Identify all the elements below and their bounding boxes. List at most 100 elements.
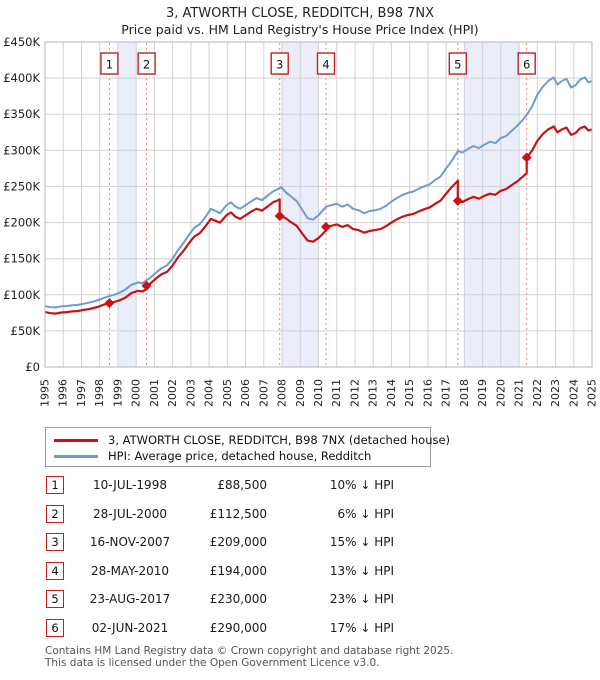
x-tick-label: 2005 <box>221 379 234 407</box>
sale-number-badge <box>316 52 336 75</box>
x-tick-label: 2007 <box>257 379 270 407</box>
ownership-band <box>464 42 520 367</box>
sale-number: 1 <box>106 58 113 72</box>
sale-number-badge: 6 <box>46 618 64 637</box>
x-tick-label: 1998 <box>93 379 106 407</box>
sale-number-badge <box>448 52 467 75</box>
sale-table-row: 6 02-JUN-2021 £290,000 17% ↓ HPI <box>0 618 600 637</box>
x-tick-label: 1997 <box>75 379 88 407</box>
sale-marker <box>521 152 532 163</box>
sale-number: 6 <box>523 58 530 72</box>
footer-line-2: This data is licensed under the Open Gov… <box>45 656 380 669</box>
sale-table-row: 3 16-NOV-2007 £209,000 15% ↓ HPI <box>0 533 600 551</box>
sale-date: 28-JUL-2000 <box>93 506 167 521</box>
sale-number-badge: 2 <box>46 504 64 523</box>
chart-legend: 3, ATWORTH CLOSE, REDDITCH, B98 7NX (det… <box>45 427 450 467</box>
x-tick-label: 2023 <box>549 379 562 407</box>
x-tick-label: 2017 <box>440 379 453 407</box>
sale-marker <box>104 298 115 309</box>
x-tick-label: 2009 <box>294 379 307 407</box>
sale-price: £112,500 <box>209 506 267 521</box>
x-tick-label: 2016 <box>421 379 434 407</box>
chart-header: 3, ATWORTH CLOSE, REDDITCH, B98 7NX Pric… <box>0 5 600 38</box>
sale-date: 23-AUG-2017 <box>89 592 171 606</box>
sale-number-badge: 3 <box>46 533 64 551</box>
x-tick-label: 2001 <box>148 379 161 407</box>
chart-title: 3, ATWORTH CLOSE, REDDITCH, B98 7NX <box>165 6 435 21</box>
sale-number: 5 <box>454 58 461 72</box>
y-tick-label: £150K <box>3 252 40 266</box>
x-tick-label: 2006 <box>239 379 252 407</box>
legend-item: 3, ATWORTH CLOSE, REDDITCH, B98 7NX (det… <box>54 432 450 448</box>
y-tick-label: £100K <box>3 288 40 302</box>
sale-date: 02-JUN-2021 <box>91 620 169 635</box>
sale-table-row: 1 10-JUL-1998 £88,500 10% ↓ HPI <box>0 476 600 494</box>
sale-number-badge <box>270 52 289 75</box>
sale-table-row: 4 28-MAY-2010 £194,000 13% ↓ HPI <box>0 561 600 580</box>
series-line <box>44 125 593 315</box>
sale-vs-hpi: 17% ↓ HPI <box>329 620 394 635</box>
y-tick-label: £50K <box>11 324 41 338</box>
sale-price: £209,000 <box>209 535 267 549</box>
sale-table-row: 2 28-JUL-2000 £112,500 6% ↓ HPI <box>0 504 600 523</box>
x-tick-label: 1999 <box>111 379 124 407</box>
x-tick-label: 2024 <box>567 379 580 407</box>
x-tick-label: 2019 <box>476 379 489 407</box>
x-tick-label: 2013 <box>367 379 380 407</box>
y-tick-label: £450K <box>3 35 40 49</box>
legend-label: 3, ATWORTH CLOSE, REDDITCH, B98 7NX (det… <box>108 433 451 447</box>
sale-number: 4 <box>322 58 329 72</box>
x-tick-label: 2003 <box>184 379 197 407</box>
x-tick-label: 1995 <box>39 379 52 407</box>
x-tick-label: 2020 <box>494 379 507 407</box>
x-tick-label: 2012 <box>349 379 362 407</box>
sale-date: 16-NOV-2007 <box>89 535 171 549</box>
sale-number-badge: 1 <box>46 476 64 494</box>
sale-price: £230,000 <box>209 592 267 606</box>
sale-marker <box>452 195 463 206</box>
chart-subtitle: Price paid vs. HM Land Registry's House … <box>121 22 479 37</box>
legend-label: HPI: Average price, detached house, Redd… <box>108 449 372 463</box>
x-tick-label: 1996 <box>57 379 70 407</box>
sale-vs-hpi: 15% ↓ HPI <box>329 535 394 549</box>
price-history-chart: 1 2 3 4 5 6 £0 £50K £100K £150K £200K £250K £300K £35… <box>3 35 598 407</box>
sale-number-badge <box>517 52 536 75</box>
sale-number-badge <box>100 52 119 75</box>
y-tick-label: £200K <box>3 216 40 230</box>
x-tick-label: 2000 <box>130 379 143 407</box>
y-tick-label: £250K <box>3 179 40 193</box>
y-tick-label: £400K <box>3 71 40 85</box>
x-tick-label: 2022 <box>531 379 544 407</box>
x-tick-label: 2018 <box>458 379 471 407</box>
sale-number-badge <box>137 52 156 75</box>
sale-price: £290,000 <box>209 620 267 635</box>
footer-line-1: Contains HM Land Registry data © Crown c… <box>45 645 454 657</box>
sale-number-badge: 5 <box>46 590 64 608</box>
x-tick-label: 2014 <box>385 379 398 407</box>
sale-number: 2 <box>143 58 150 72</box>
x-tick-label: 2008 <box>276 379 289 407</box>
sale-date: 10-JUL-1998 <box>93 478 167 492</box>
x-tick-label: 2002 <box>166 379 179 407</box>
license-footer: Contains HM Land Registry data © Crown c… <box>45 645 454 669</box>
sale-date: 28-MAY-2010 <box>90 563 169 578</box>
x-tick-label: 2021 <box>513 379 526 407</box>
legend-line-swatch <box>54 454 98 458</box>
plot-border <box>44 41 593 368</box>
y-tick-label: £300K <box>3 143 40 157</box>
sale-vs-hpi: 6% ↓ HPI <box>337 506 394 521</box>
x-tick-label: 2011 <box>330 379 343 407</box>
sale-vs-hpi: 10% ↓ HPI <box>329 478 394 492</box>
y-tick-label: £0 <box>25 360 40 374</box>
sale-number-badge: 4 <box>46 561 64 580</box>
sale-price: £194,000 <box>209 563 267 578</box>
x-tick-label: 2010 <box>312 379 325 407</box>
ownership-band <box>117 42 137 367</box>
legend-item: HPI: Average price, detached house, Redd… <box>54 448 430 464</box>
sale-marker <box>320 221 331 232</box>
x-tick-label: 2004 <box>203 379 216 407</box>
sale-table-row: 5 23-AUG-2017 £230,000 23% ↓ HPI <box>0 590 600 608</box>
series-line <box>44 76 593 309</box>
legend-line-swatch <box>54 438 98 442</box>
